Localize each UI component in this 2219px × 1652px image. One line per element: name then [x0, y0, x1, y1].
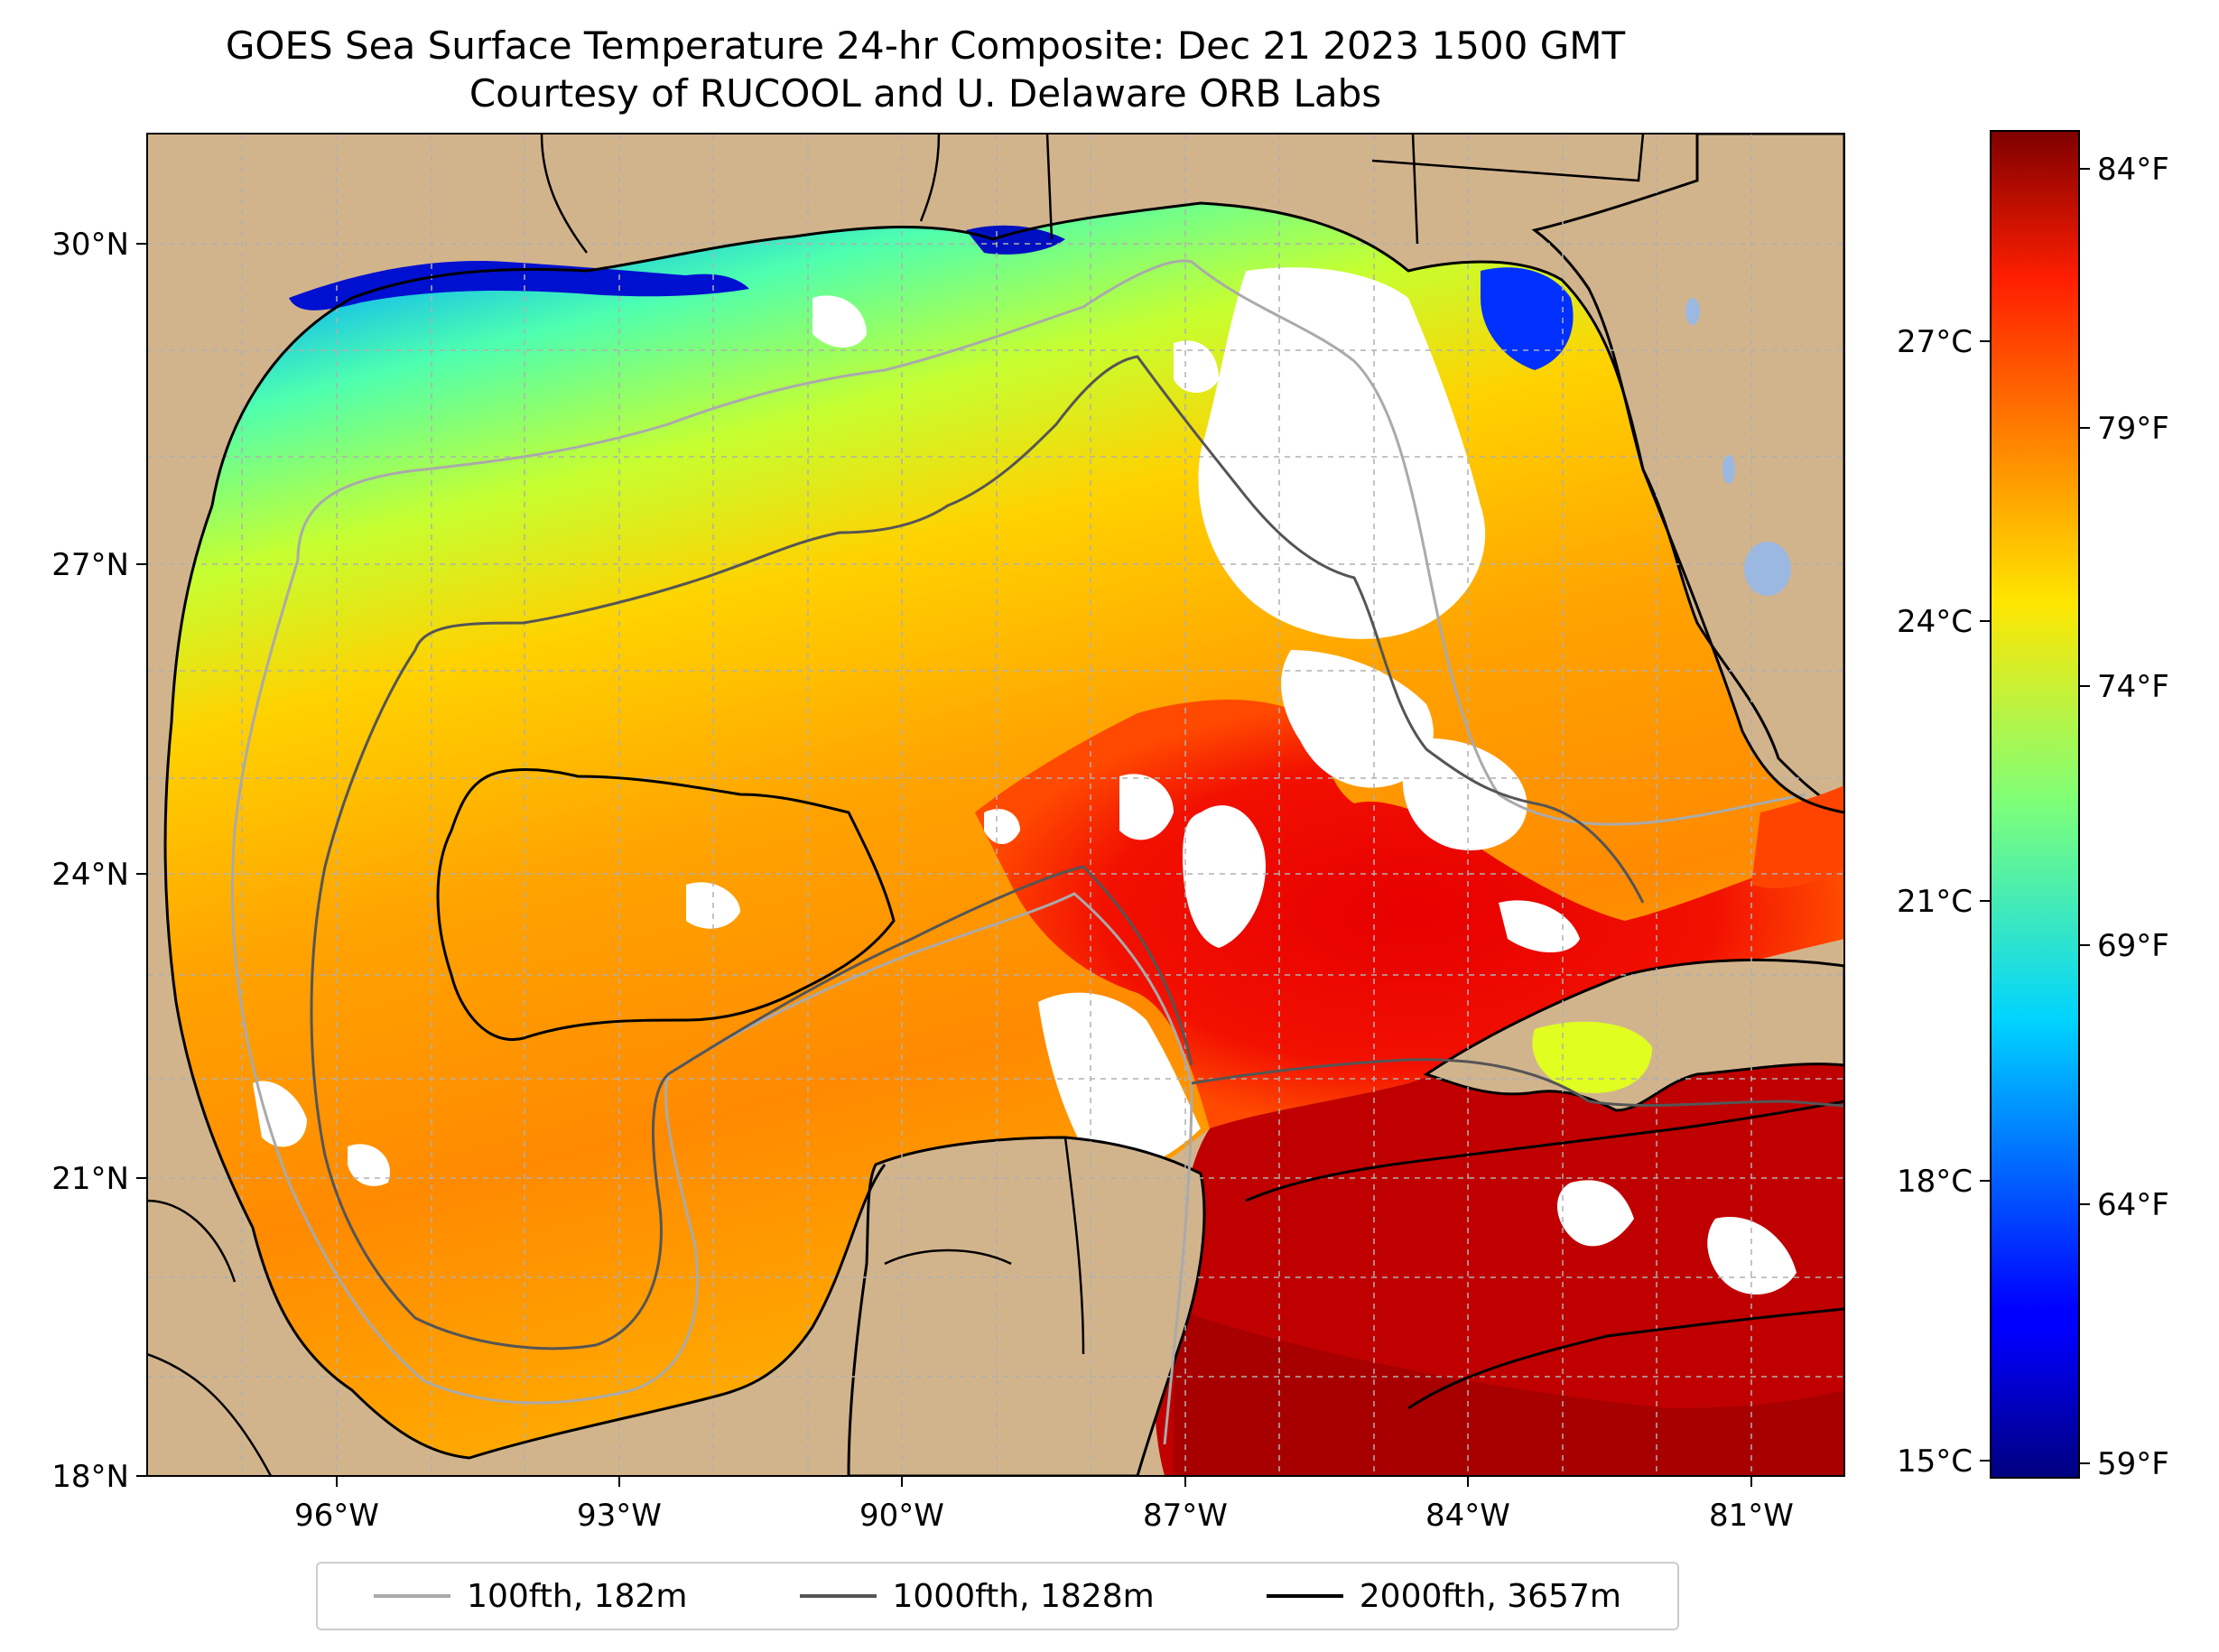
loop-current-warm-region [975, 700, 1844, 1128]
contour-caribbean-2000fth [1245, 1100, 1844, 1202]
cloud-masked-areas [253, 267, 1797, 1295]
legend-label-1000fth: 1000fth, 1828m [892, 1577, 1155, 1615]
mobile-bay-cold-patch [966, 225, 1065, 255]
lat-label-27n: 27°N [51, 547, 129, 583]
colorbar-label-15c: 15°C [1897, 1443, 1973, 1480]
legend-line-100fth [374, 1594, 451, 1598]
contour-100fth-west [231, 559, 1193, 1445]
big-bend-cold-patch [1481, 267, 1574, 370]
legend-item-100fth: 100fth, 182m [374, 1578, 687, 1615]
western-coastline [163, 505, 887, 1460]
northern-coastline [210, 201, 1844, 814]
contour-100fth [296, 259, 1806, 826]
legend-item-2000fth: 2000fth, 3657m [1266, 1577, 1621, 1615]
lon-label-96w: 96°W [294, 1498, 379, 1534]
political-borders [147, 134, 1645, 1476]
map-frame [146, 133, 1845, 1477]
small-lake-2 [1685, 298, 1700, 325]
contour-caribbean-2000fth-south [1407, 1307, 1844, 1410]
contour-2000fth [436, 768, 896, 1041]
lon-axis [336, 1476, 1752, 1487]
lake-okeechobee [1744, 542, 1791, 596]
colorbar-label-27c: 27°C [1897, 324, 1973, 360]
lat-label-21n: 21°N [51, 1161, 129, 1197]
legend-label-100fth: 100fth, 182m [467, 1577, 688, 1615]
colorbar-label-18c: 18°C [1897, 1164, 1973, 1200]
northern-coast-cold-band [289, 261, 749, 311]
graticule [147, 134, 1844, 1476]
colorbar-label-64f: 64°F [2097, 1187, 2169, 1223]
yucatan-peninsula [847, 1136, 1206, 1476]
lat-axis [136, 243, 147, 1477]
colorbar-label-21c: 21°C [1897, 884, 1973, 920]
colorbar-fahrenheit-ticks [2079, 168, 2090, 1464]
legend-item-1000fth: 1000fth, 1828m [799, 1577, 1155, 1615]
lon-label-90w: 90°W [859, 1498, 944, 1534]
colorbar-label-24c: 24°C [1897, 604, 1973, 640]
lat-label-24n: 24°N [51, 857, 129, 893]
contour-1000fth-west [310, 649, 1193, 1350]
small-lake [1722, 455, 1735, 484]
florida-keys-warm [1751, 785, 1844, 888]
colorbar-label-69f: 69°F [2097, 928, 2169, 964]
cuba-shelf-patch [1532, 1021, 1652, 1093]
contour-legend: 100fth, 182m 1000fth, 1828m 2000fth, 365… [316, 1562, 1679, 1630]
lon-label-87w: 87°W [1143, 1498, 1228, 1534]
lon-label-93w: 93°W [577, 1498, 662, 1534]
colorbar-label-79f: 79°F [2097, 411, 2169, 447]
lat-label-18n: 18°N [51, 1459, 129, 1495]
map-title: GOES Sea Surface Temperature 24-hr Compo… [225, 23, 1626, 68]
colorbar-celsius-ticks [1980, 340, 1991, 1462]
map-area[interactable] [147, 134, 1844, 1476]
colorbar-label-74f: 74°F [2097, 669, 2169, 705]
colorbar-label-59f: 59°F [2097, 1446, 2169, 1482]
caribbean-deep-warm [1174, 1309, 1844, 1476]
colorbar [1990, 130, 2080, 1479]
legend-line-1000fth [799, 1594, 877, 1598]
legend-line-2000fth [1266, 1594, 1343, 1598]
lat-label-30n: 30°N [51, 227, 129, 263]
legend-label-2000fth: 2000fth, 3657m [1359, 1577, 1621, 1615]
lon-label-84w: 84°W [1425, 1498, 1510, 1534]
colorbar-label-84f: 84°F [2097, 152, 2169, 188]
contour-caribbean-1000fth [1191, 1058, 1844, 1108]
lon-label-81w: 81°W [1709, 1498, 1794, 1534]
contour-1000fth [413, 355, 1645, 904]
map-subtitle: Courtesy of RUCOOL and U. Delaware ORB L… [469, 71, 1382, 116]
